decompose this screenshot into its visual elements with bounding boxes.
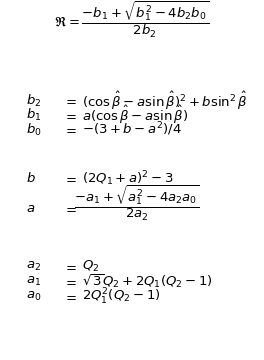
- Text: $a(\cos\hat{\beta} - a \sin\hat{\beta})$: $a(\cos\hat{\beta} - a \sin\hat{\beta})$: [82, 104, 188, 126]
- Text: $b_2$: $b_2$: [26, 93, 42, 109]
- Text: $\mathfrak{R} = \dfrac{-b_1 + \sqrt{b_1^2 - 4b_2 b_0}}{2b_2}$: $\mathfrak{R} = \dfrac{-b_1 + \sqrt{b_1^…: [54, 0, 210, 40]
- Text: $a_0$: $a_0$: [26, 290, 42, 303]
- Text: $Q_2$: $Q_2$: [82, 259, 99, 274]
- Text: $a_2$: $a_2$: [26, 260, 41, 273]
- Text: $b_1$: $b_1$: [26, 107, 42, 123]
- Text: $(\cos\hat{\beta} - a \sin\hat{\beta})^2 + b \sin^2\hat{\beta}$: $(\cos\hat{\beta} - a \sin\hat{\beta})^2…: [82, 90, 248, 112]
- Text: $-(3 + b - a^2)/4$: $-(3 + b - a^2)/4$: [82, 121, 182, 138]
- Text: $a$: $a$: [26, 202, 36, 215]
- Text: $a_1$: $a_1$: [26, 275, 41, 288]
- Text: $=$: $=$: [63, 109, 78, 122]
- Text: $(2Q_1 + a)^2 - 3$: $(2Q_1 + a)^2 - 3$: [82, 169, 174, 188]
- Text: $=$: $=$: [63, 94, 78, 107]
- Text: $b$: $b$: [26, 171, 36, 185]
- Text: $=$: $=$: [63, 123, 78, 136]
- Text: $=$: $=$: [63, 290, 78, 303]
- Text: $\dfrac{-a_1 + \sqrt{a_1^2 - 4a_2 a_0}}{2a_2}$: $\dfrac{-a_1 + \sqrt{a_1^2 - 4a_2 a_0}}{…: [74, 184, 200, 223]
- Text: $=$: $=$: [63, 260, 78, 273]
- Text: $=$: $=$: [63, 202, 78, 215]
- Text: $b_0$: $b_0$: [26, 122, 42, 138]
- Text: $=$: $=$: [63, 172, 78, 185]
- Text: $=$: $=$: [63, 275, 78, 288]
- Text: $\sqrt{3}Q_2 + 2Q_1(Q_2 - 1)$: $\sqrt{3}Q_2 + 2Q_1(Q_2 - 1)$: [82, 273, 213, 291]
- Text: $2Q_1^2(Q_2 - 1)$: $2Q_1^2(Q_2 - 1)$: [82, 287, 160, 307]
